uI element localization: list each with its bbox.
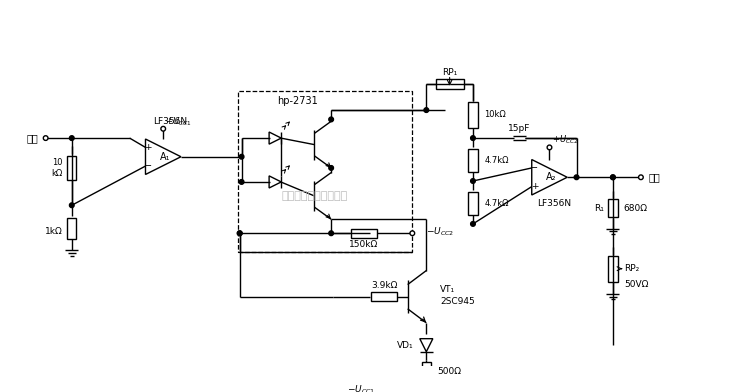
Bar: [67, 218, 76, 239]
Text: 150kΩ: 150kΩ: [350, 240, 379, 249]
Bar: [468, 192, 478, 214]
Text: 3.9kΩ: 3.9kΩ: [371, 281, 398, 290]
Text: LF356N: LF356N: [537, 199, 572, 208]
Circle shape: [471, 179, 476, 183]
Text: A₁: A₁: [160, 152, 170, 162]
Circle shape: [574, 175, 579, 180]
Text: RP₁: RP₁: [442, 68, 458, 77]
Bar: [351, 229, 376, 238]
Text: 500Ω: 500Ω: [437, 367, 461, 376]
Bar: [468, 149, 478, 172]
Bar: [422, 362, 431, 381]
Text: 4.7kΩ: 4.7kΩ: [484, 199, 508, 208]
Circle shape: [410, 231, 415, 236]
Circle shape: [328, 231, 334, 236]
Circle shape: [328, 117, 334, 122]
Text: −: −: [530, 163, 538, 173]
Circle shape: [70, 203, 74, 208]
Circle shape: [44, 136, 48, 140]
Text: +: +: [145, 143, 152, 152]
Text: +: +: [531, 182, 538, 191]
Circle shape: [471, 136, 476, 140]
Text: −$U_{CC2}$: −$U_{CC2}$: [426, 225, 454, 238]
Circle shape: [161, 126, 166, 131]
Circle shape: [638, 175, 644, 180]
Circle shape: [377, 388, 382, 392]
Text: +$U_{CC1}$: +$U_{CC1}$: [165, 115, 191, 127]
Bar: [468, 102, 478, 128]
Bar: [371, 292, 398, 301]
Text: 输入: 输入: [26, 133, 38, 143]
Circle shape: [70, 136, 74, 140]
Circle shape: [328, 165, 334, 170]
Circle shape: [610, 175, 615, 180]
Text: A₂: A₂: [546, 172, 556, 182]
Circle shape: [239, 154, 244, 159]
Text: −: −: [144, 161, 152, 171]
Text: 15pF: 15pF: [509, 124, 531, 133]
Circle shape: [610, 175, 615, 180]
Text: hp-2731: hp-2731: [277, 96, 318, 106]
Text: LF356N: LF356N: [154, 117, 188, 126]
Text: 2SC945: 2SC945: [440, 297, 475, 306]
Text: 50VΩ: 50VΩ: [624, 280, 649, 289]
Bar: [608, 256, 617, 282]
Text: 1kΩ: 1kΩ: [45, 227, 62, 236]
Circle shape: [424, 108, 429, 113]
Text: 10kΩ: 10kΩ: [484, 110, 506, 119]
Text: 680Ω: 680Ω: [623, 203, 647, 212]
Text: 10
kΩ: 10 kΩ: [51, 158, 62, 178]
Text: VD₁: VD₁: [397, 341, 413, 350]
Bar: [238, 91, 412, 252]
Text: +$U_{CC2}$: +$U_{CC2}$: [552, 134, 579, 146]
Circle shape: [239, 180, 244, 184]
Text: R₁: R₁: [594, 203, 604, 212]
Bar: [67, 156, 76, 180]
Bar: [436, 79, 463, 89]
Circle shape: [238, 231, 242, 236]
Text: 4.7kΩ: 4.7kΩ: [484, 156, 508, 165]
Text: 杭州路达科技有限公司: 杭州路达科技有限公司: [281, 191, 347, 201]
Text: 输出: 输出: [648, 172, 660, 182]
Text: RP₂: RP₂: [624, 264, 639, 273]
Circle shape: [238, 231, 242, 236]
Circle shape: [548, 145, 552, 150]
Bar: [608, 199, 617, 218]
Text: VT₁: VT₁: [440, 285, 455, 294]
Text: −$U_{CC1}$: −$U_{CC1}$: [346, 384, 375, 392]
Circle shape: [471, 221, 476, 226]
